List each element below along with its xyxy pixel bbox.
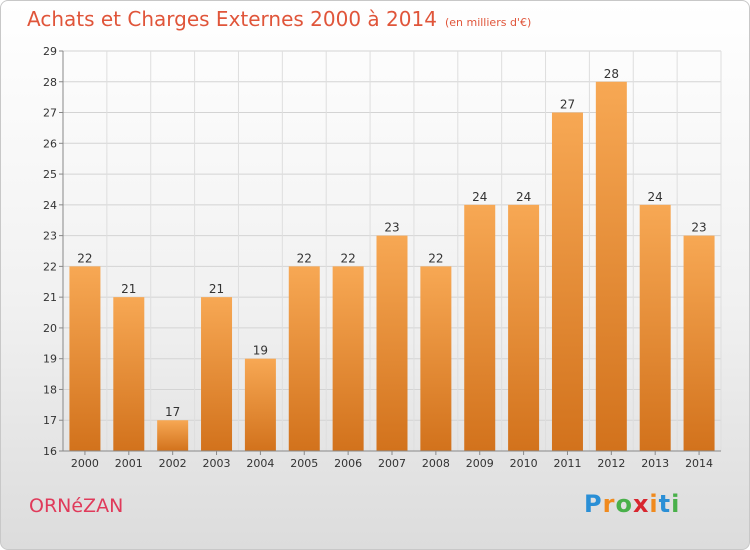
x-tick-label: 2014 xyxy=(685,457,713,470)
x-tick-label: 2004 xyxy=(246,457,274,470)
y-tick-label: 19 xyxy=(43,353,57,366)
bar xyxy=(376,235,408,451)
data-label: 22 xyxy=(77,251,92,265)
bar xyxy=(69,266,101,451)
logo-letter: P xyxy=(584,490,603,518)
x-tick-label: 2010 xyxy=(510,457,538,470)
bar xyxy=(332,266,364,451)
y-tick-label: 22 xyxy=(43,260,57,273)
data-label: 22 xyxy=(340,251,355,265)
x-tick-label: 2003 xyxy=(203,457,231,470)
bar xyxy=(464,204,496,451)
chart-subtitle: (en milliers d'€) xyxy=(444,16,532,29)
proxiti-logo: Proxiti xyxy=(584,490,680,518)
y-tick-label: 26 xyxy=(43,137,57,150)
y-tick-label: 29 xyxy=(43,45,57,58)
y-tick-label: 18 xyxy=(43,383,57,396)
data-label: 22 xyxy=(428,251,443,265)
bar xyxy=(639,204,671,451)
bar xyxy=(420,266,452,451)
bar xyxy=(157,420,189,451)
bar xyxy=(113,297,145,451)
logo-letter: o xyxy=(615,490,633,518)
bar xyxy=(508,204,540,451)
data-label: 24 xyxy=(648,190,663,204)
y-tick-label: 25 xyxy=(43,168,57,181)
title-row: Achats et Charges Externes 2000 à 2014 (e… xyxy=(27,7,531,31)
data-label: 19 xyxy=(253,344,268,358)
x-tick-label: 2001 xyxy=(115,457,143,470)
x-tick-label: 2009 xyxy=(466,457,494,470)
logo-letter: r xyxy=(602,490,616,518)
y-tick-label: 17 xyxy=(43,414,57,427)
y-tick-label: 24 xyxy=(43,199,57,212)
bar xyxy=(288,266,320,451)
logo-letter: i xyxy=(671,490,681,518)
y-tick-label: 20 xyxy=(43,322,57,335)
place-name: ORNéZAN xyxy=(29,495,124,517)
bar xyxy=(201,297,233,451)
data-label: 23 xyxy=(384,221,399,235)
data-label: 28 xyxy=(604,67,619,81)
y-tick-label: 28 xyxy=(43,76,57,89)
x-tick-label: 2012 xyxy=(597,457,625,470)
data-label: 21 xyxy=(209,282,224,296)
logo-letter: t xyxy=(658,490,672,518)
y-tick-label: 27 xyxy=(43,107,57,120)
x-tick-label: 2008 xyxy=(422,457,450,470)
x-tick-label: 2002 xyxy=(159,457,187,470)
bar xyxy=(595,81,627,452)
bar xyxy=(244,358,276,451)
x-tick-label: 2013 xyxy=(641,457,669,470)
data-label: 24 xyxy=(516,190,531,204)
bar xyxy=(551,112,583,452)
y-tick-label: 23 xyxy=(43,230,57,243)
logo-letter: i xyxy=(649,490,659,518)
data-label: 17 xyxy=(165,405,180,419)
x-tick-label: 2000 xyxy=(71,457,99,470)
logo-letter: x xyxy=(632,490,650,518)
bar xyxy=(683,235,715,451)
x-tick-label: 2006 xyxy=(334,457,362,470)
data-label: 21 xyxy=(121,282,136,296)
data-label: 27 xyxy=(560,98,575,112)
x-tick-label: 2005 xyxy=(290,457,318,470)
x-tick-label: 2011 xyxy=(553,457,581,470)
chart-title: Achats et Charges Externes 2000 à 2014 xyxy=(27,7,437,31)
y-tick-label: 16 xyxy=(43,445,57,458)
data-label: 22 xyxy=(297,251,312,265)
x-tick-label: 2007 xyxy=(378,457,406,470)
data-label: 23 xyxy=(691,221,706,235)
y-tick-label: 21 xyxy=(43,291,57,304)
data-label: 24 xyxy=(472,190,487,204)
